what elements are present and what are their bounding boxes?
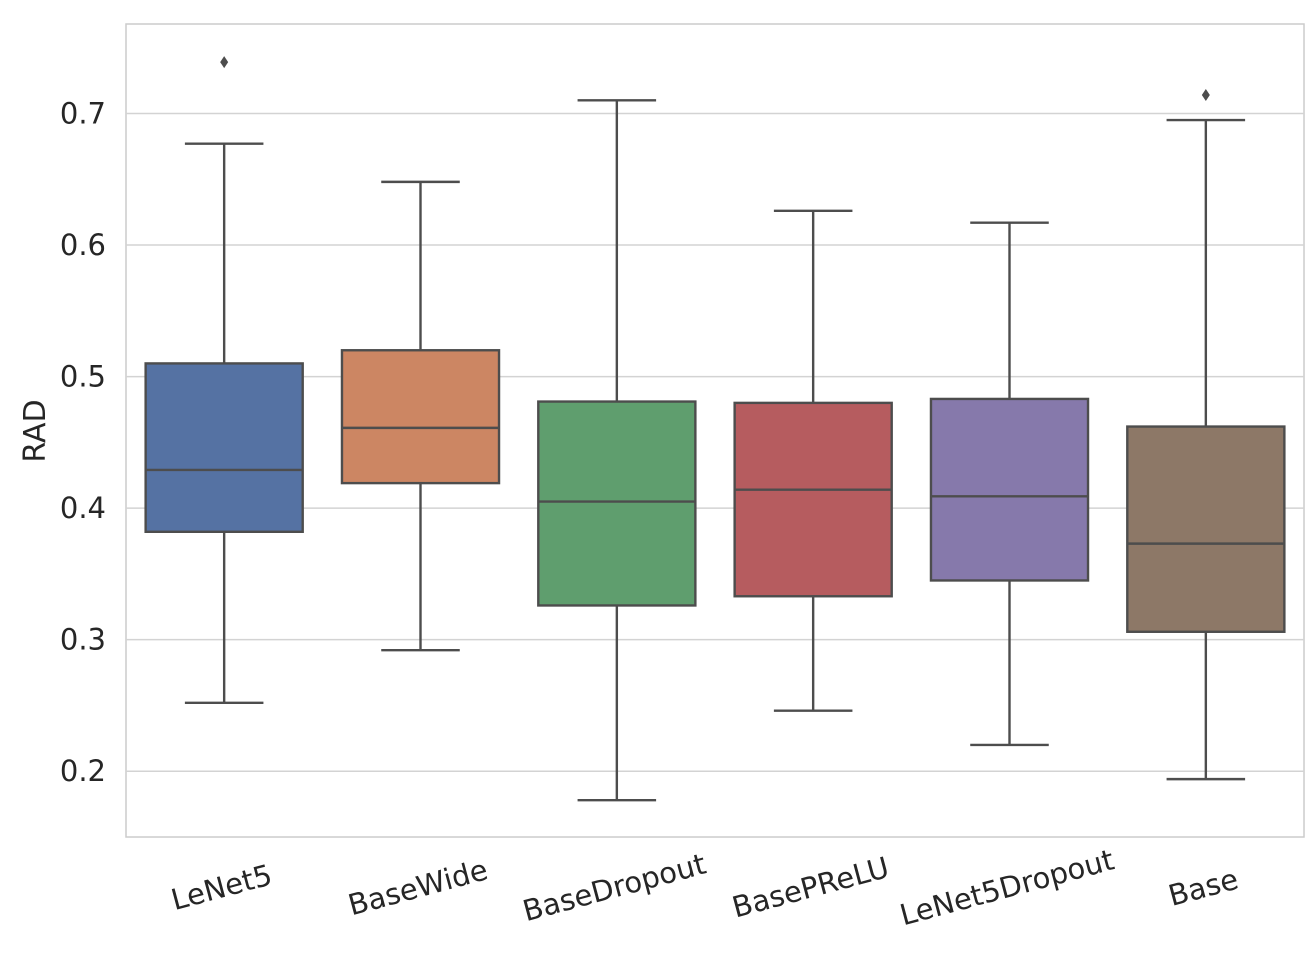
y-axis-label: RAD — [18, 399, 53, 462]
outlier-point — [1201, 89, 1210, 102]
box-baseprelu — [733, 209, 893, 712]
plot-area-background — [125, 23, 1305, 838]
iqr-box — [144, 362, 304, 533]
x-tick-label: BaseWide — [344, 852, 491, 922]
y-tick-label: 0.6 — [60, 228, 106, 262]
boxes-group — [144, 56, 1286, 802]
gridlines — [126, 112, 1304, 772]
iqr-box — [537, 400, 697, 607]
y-tick-label: 0.2 — [60, 754, 106, 788]
box-lenet5 — [144, 56, 304, 705]
y-tick-label: 0.7 — [60, 96, 106, 130]
x-tick-label: BasePReLU — [729, 850, 893, 924]
x-tick-label: Base — [1165, 862, 1242, 913]
x-tick-labels: LeNet5 BaseWide BaseDropout BasePReLU LeNet5… — [168, 842, 1242, 932]
box-basewide — [340, 180, 501, 652]
iqr-box — [733, 401, 893, 598]
x-tick-label: LeNet5 — [168, 858, 276, 917]
y-tick-label: 0.3 — [60, 623, 106, 657]
iqr-box — [340, 349, 501, 485]
y-tick-labels: 0.2 0.3 0.4 0.5 0.6 0.7 — [60, 96, 106, 788]
box-lenet5dropout — [929, 221, 1090, 747]
x-tick-label: LeNet5Dropout — [896, 842, 1117, 932]
y-tick-label: 0.5 — [60, 360, 106, 394]
x-tick-label: BaseDropout — [519, 847, 709, 928]
box-basedropout — [537, 99, 697, 802]
y-tick-label: 0.4 — [60, 491, 106, 525]
iqr-box — [929, 397, 1090, 582]
iqr-box — [1126, 425, 1286, 633]
outlier-point — [220, 56, 229, 69]
box-base — [1126, 89, 1286, 781]
